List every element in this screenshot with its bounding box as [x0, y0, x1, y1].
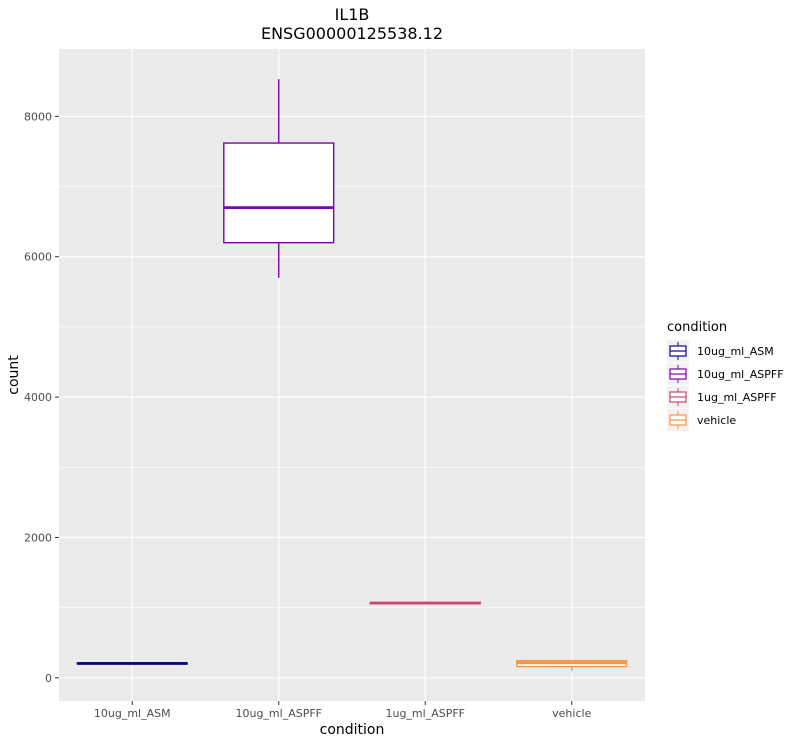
- legend-label: 1ug_ml_ASPFF: [697, 391, 777, 404]
- chart-subtitle: ENSG00000125538.12: [261, 24, 443, 43]
- box-vehicle: [516, 659, 628, 671]
- boxes: [76, 79, 628, 671]
- x-tick-label: 10ug_ml_ASPFF: [235, 707, 322, 720]
- x-tick-label: 1ug_ml_ASPFF: [385, 707, 465, 720]
- axis-ticks: 0 2000 4000 6000 8000 10ug_ml_ASM 10ug_ml_ASPF…: [24, 110, 592, 720]
- legend: condition 10ug_ml_ASM 10ug_ml_ASPFF 1ug_ml…: [667, 320, 784, 431]
- legend-label: vehicle: [697, 414, 736, 427]
- box-10ug_ml_ASM: [76, 662, 188, 665]
- plot-panel: [59, 49, 645, 701]
- y-tick-label: 4000: [24, 391, 52, 404]
- legend-item: 1ug_ml_ASPFF: [667, 386, 777, 408]
- legend-title: condition: [667, 320, 727, 335]
- legend-item: 10ug_ml_ASM: [667, 340, 774, 362]
- x-tick-label: 10ug_ml_ASM: [94, 707, 171, 720]
- box-body: [223, 142, 335, 244]
- legend-item: 10ug_ml_ASPFF: [667, 363, 784, 385]
- box-1ug_ml_ASPFF: [369, 601, 481, 605]
- y-tick-label: 2000: [24, 531, 52, 544]
- y-tick-label: 8000: [24, 110, 52, 123]
- y-axis-title: count: [6, 355, 22, 395]
- y-tick-label: 0: [45, 672, 52, 685]
- x-axis-title: condition: [320, 722, 385, 738]
- y-tick-label: 6000: [24, 251, 52, 264]
- box-10ug_ml_ASPFF: [223, 79, 335, 278]
- legend-item: vehicle: [667, 409, 736, 431]
- legend-label: 10ug_ml_ASM: [697, 345, 774, 358]
- chart-title: IL1B: [335, 5, 370, 24]
- x-tick-label: vehicle: [552, 707, 591, 720]
- legend-label: 10ug_ml_ASPFF: [697, 368, 784, 381]
